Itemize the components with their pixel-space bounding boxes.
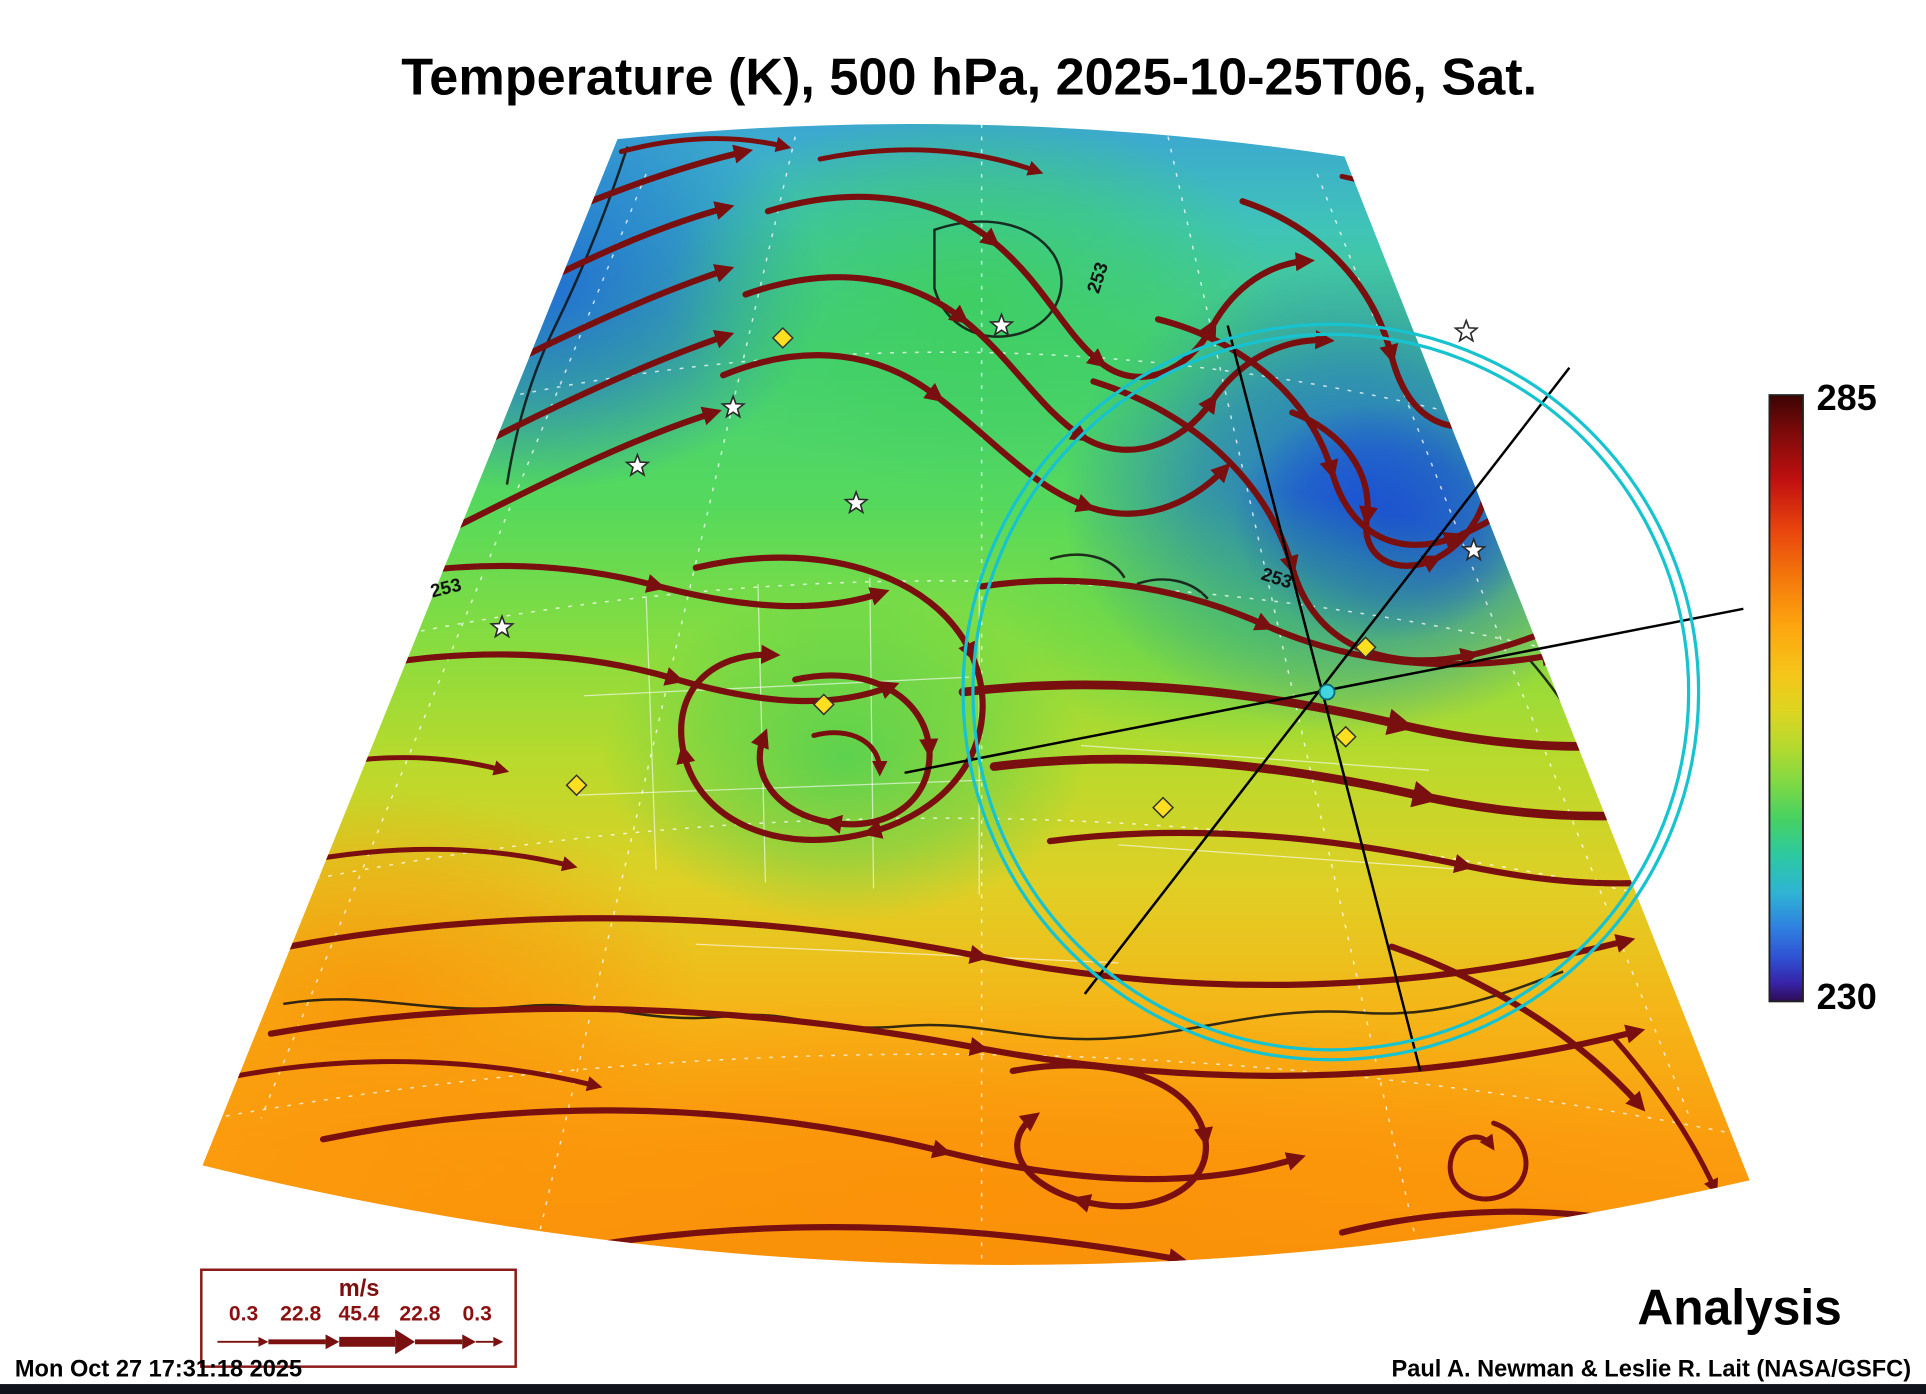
temperature-map: 253 253 253	[202, 124, 1750, 1265]
colorbar: 285 230	[1768, 377, 1877, 1017]
circle-center-dot	[1318, 683, 1336, 701]
streamline	[285, 915, 1636, 988]
colorbar-max-label: 285	[1817, 377, 1877, 418]
streamline	[1612, 1037, 1718, 1195]
streamline	[227, 1059, 603, 1092]
great-circle-overlay	[904, 322, 1744, 1072]
analysis-label: Analysis	[1637, 1279, 1841, 1335]
wind-speed-legend: m/s 0.3 22.8 45.4 22.8 0.3	[200, 1268, 517, 1368]
star-marker	[1454, 319, 1478, 342]
warm-band-south	[211, 993, 1728, 1265]
range-circle-outer	[961, 322, 1701, 1062]
streamline	[1339, 162, 1532, 189]
streamline-spiral	[1447, 1120, 1529, 1202]
legend-box	[200, 1268, 517, 1368]
streamline	[720, 352, 1231, 517]
legend-tick: 22.8	[399, 1303, 440, 1326]
legend-tick: 0.3	[462, 1303, 491, 1326]
streamline	[471, 330, 735, 451]
legend-units-label: m/s	[339, 1276, 380, 1302]
streamline	[750, 672, 939, 834]
bottom-bar	[0, 1384, 1926, 1394]
colorbar-min-label: 230	[1817, 976, 1877, 1017]
page-title: Temperature (K), 500 hPa, 2025-10-25T06,…	[401, 48, 1537, 106]
cross-line	[1083, 366, 1571, 995]
streamline	[1426, 188, 1615, 216]
range-circle-inner	[971, 332, 1691, 1052]
wind-speed-arrow-scale	[217, 1329, 504, 1355]
legend-tick: 0.3	[229, 1303, 258, 1326]
streamline	[817, 147, 1044, 176]
footer-timestamp: Mon Oct 27 17:31:18 2025	[15, 1357, 302, 1383]
temperature-field	[202, 124, 1750, 1265]
streamline	[578, 144, 754, 209]
legend-tick: 45.4	[339, 1303, 380, 1326]
streamline	[811, 730, 888, 777]
streamline	[1388, 943, 1646, 1112]
legend-tick: 22.8	[280, 1303, 321, 1326]
streamline	[593, 1223, 1189, 1265]
streamline	[618, 136, 792, 155]
colorbar-gradient	[1768, 394, 1804, 1003]
streamline	[267, 1005, 1646, 1080]
streamline	[1009, 1062, 1213, 1213]
streamline	[450, 406, 722, 532]
footer-credit: Paul A. Newman & Leslie R. Lait (NASA/GS…	[1391, 1357, 1911, 1383]
